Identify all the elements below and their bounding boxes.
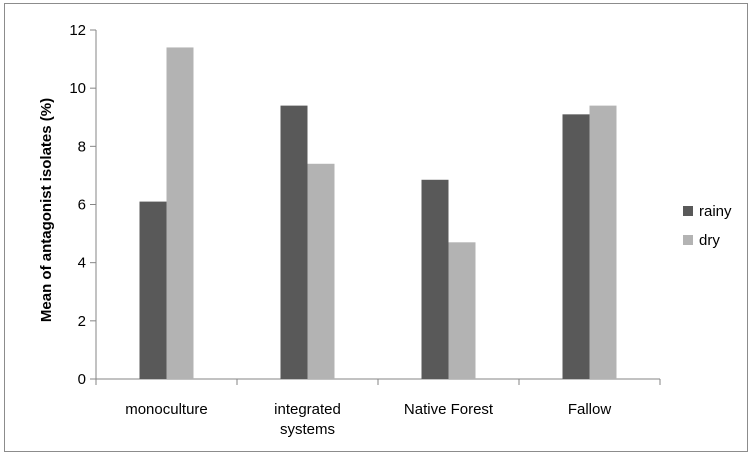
bar-dry: [448, 242, 476, 379]
y-tick-label: 12: [69, 22, 86, 39]
bar-dry: [307, 163, 335, 379]
x-tick-label: systems: [280, 421, 335, 438]
legend-label-dry: dry: [699, 232, 720, 249]
bar-rainy: [421, 179, 449, 379]
x-tick-label: Native Forest: [404, 401, 494, 418]
y-tick-label: 6: [78, 197, 86, 214]
legend: rainy dry: [683, 203, 732, 249]
y-axis-title: Mean of antagonist isolates (%): [38, 98, 55, 322]
y-tick-label: 4: [78, 255, 86, 272]
bar-rainy: [139, 201, 167, 379]
y-tick-label: 2: [78, 313, 86, 330]
bar-rainy: [280, 105, 308, 379]
x-tick-label: Fallow: [568, 401, 612, 418]
legend-swatch-dry: [683, 235, 693, 245]
x-tick-label: integrated: [274, 401, 341, 418]
y-tick-label: 10: [69, 80, 86, 97]
y-tick-label: 0: [78, 371, 86, 388]
plot-area: 0 2 4 6 8 10 12 monoculture integrated systems Nat…: [69, 22, 661, 438]
x-tick-label: monoculture: [125, 401, 208, 418]
chart-frame: [4, 3, 748, 452]
bar-dry: [166, 47, 194, 379]
legend-label-rainy: rainy: [699, 203, 732, 220]
bar-rainy: [562, 114, 590, 379]
legend-swatch-rainy: [683, 206, 693, 216]
bar-dry: [589, 105, 617, 379]
y-tick-label: 8: [78, 138, 86, 155]
